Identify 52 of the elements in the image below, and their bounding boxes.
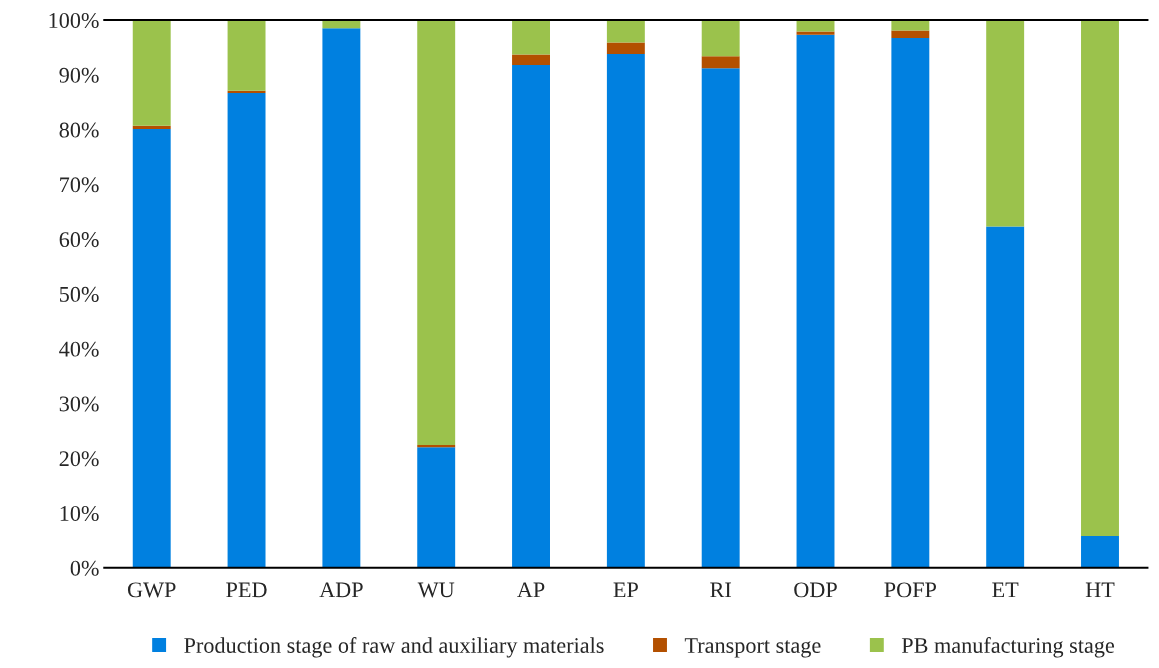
- x-tick-label: PED: [226, 582, 267, 598]
- y-tick-label: 100%: [49, 12, 99, 29]
- legend-label: PB manufacturing stage: [901, 637, 1115, 658]
- bar: [606, 54, 645, 568]
- bar: [891, 38, 930, 568]
- y-tick-label: 0%: [70, 560, 99, 576]
- bar: [796, 20, 835, 32]
- bar: [512, 54, 550, 65]
- x-tick-label: RI: [710, 582, 732, 598]
- bar: [701, 20, 740, 57]
- y-tick-label: 20%: [59, 451, 99, 467]
- bar: [512, 20, 550, 55]
- bar: [417, 20, 456, 446]
- bar: [606, 42, 645, 54]
- bar: [417, 445, 456, 448]
- bar: [132, 20, 171, 126]
- bar: [322, 28, 361, 568]
- bar: [701, 56, 740, 69]
- bar: [132, 125, 171, 130]
- bar: [891, 30, 930, 39]
- x-tick-label: HT: [1085, 582, 1115, 598]
- x-tick-label: ODP: [794, 582, 837, 598]
- y-tick-label: 50%: [60, 286, 99, 302]
- bar: [701, 68, 740, 568]
- bar: [796, 34, 835, 568]
- x-tick-label: ET: [992, 582, 1019, 598]
- y-tick-label: 40%: [59, 341, 99, 357]
- x-tick-label: ADP: [319, 582, 363, 598]
- y-tick-label: 80%: [59, 122, 99, 138]
- bar: [1081, 536, 1119, 568]
- bar: [417, 447, 456, 568]
- bar: [1081, 20, 1119, 537]
- legend-label: Production stage of raw and auxiliary materials: [184, 637, 604, 658]
- x-tick-label: POFP: [884, 582, 937, 598]
- y-tick-label: 10%: [60, 505, 99, 522]
- bar: [227, 90, 266, 93]
- bar: [512, 64, 550, 568]
- x-tick-label: GWP: [127, 582, 176, 598]
- bar: [986, 20, 1025, 227]
- x-tick-label: AP: [517, 582, 545, 598]
- y-tick-label: 30%: [59, 396, 99, 412]
- legend-label: Transport stage: [684, 638, 821, 658]
- bar: [227, 20, 266, 91]
- x-tick-label: WU: [417, 582, 455, 598]
- y-tick-label: 60%: [59, 232, 99, 248]
- bar: [227, 92, 266, 568]
- bar: [606, 20, 645, 43]
- y-tick-label: 70%: [60, 177, 99, 193]
- y-tick-label: 90%: [59, 67, 99, 83]
- bar: [986, 226, 1025, 568]
- bar: [132, 129, 171, 568]
- x-tick-label: EP: [613, 582, 638, 598]
